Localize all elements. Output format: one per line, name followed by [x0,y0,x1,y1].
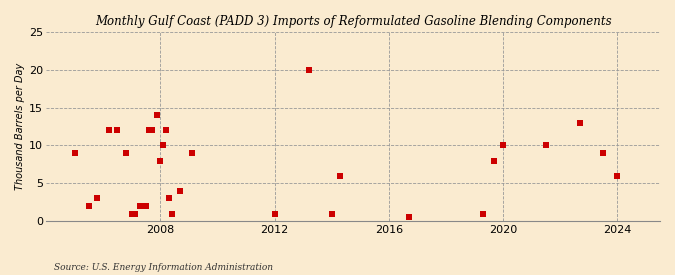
Point [612,174,622,178]
Point [140,204,151,208]
Point [161,128,171,133]
Point [574,120,585,125]
Point [103,128,114,133]
Point [303,68,314,72]
Point [158,143,169,148]
Point [144,128,155,133]
Point [70,151,80,155]
Point [112,128,123,133]
Point [497,143,508,148]
Point [597,151,608,155]
Point [126,211,137,216]
Point [335,174,346,178]
Point [146,128,157,133]
Point [477,211,488,216]
Point [489,158,500,163]
Point [129,211,140,216]
Point [541,143,551,148]
Point [121,151,132,155]
Point [404,215,414,219]
Point [326,211,337,216]
Point [269,211,280,216]
Point [166,211,177,216]
Point [186,151,197,155]
Point [163,196,174,200]
Point [152,113,163,117]
Title: Monthly Gulf Coast (PADD 3) Imports of Reformulated Gasoline Blending Components: Monthly Gulf Coast (PADD 3) Imports of R… [95,15,612,28]
Text: Source: U.S. Energy Information Administration: Source: U.S. Energy Information Administ… [54,263,273,272]
Y-axis label: Thousand Barrels per Day: Thousand Barrels per Day [15,63,25,190]
Point [92,196,103,200]
Point [175,189,186,193]
Point [135,204,146,208]
Point [155,158,165,163]
Point [84,204,95,208]
